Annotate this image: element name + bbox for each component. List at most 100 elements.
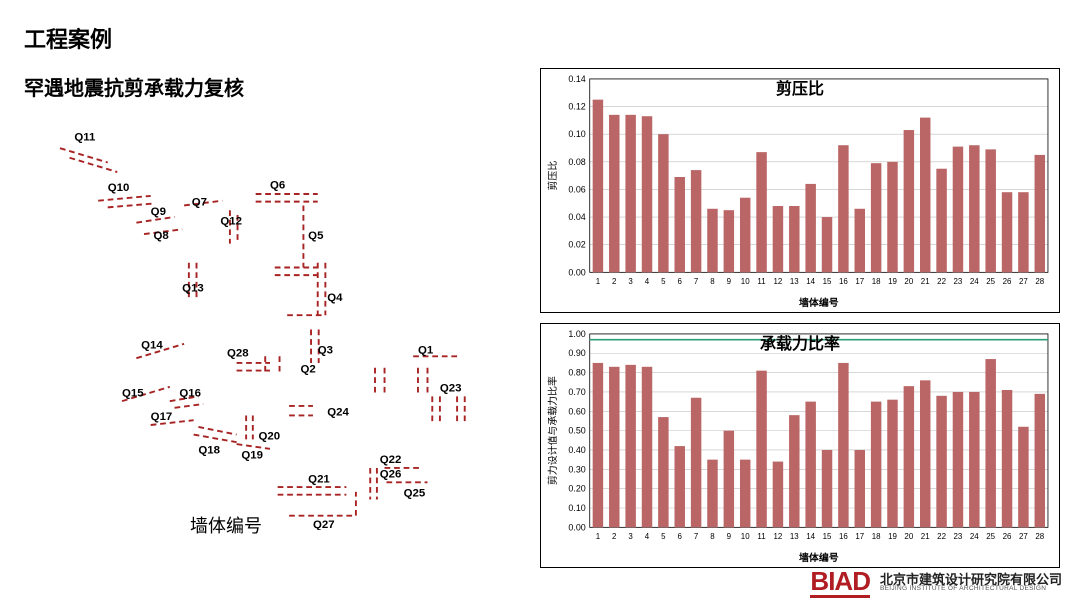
- svg-text:0.02: 0.02: [568, 240, 585, 250]
- svg-text:26: 26: [1003, 277, 1012, 286]
- svg-text:27: 27: [1019, 277, 1028, 286]
- svg-text:0.00: 0.00: [568, 522, 585, 532]
- svg-text:剪压比: 剪压比: [546, 161, 559, 191]
- svg-text:20: 20: [904, 277, 913, 286]
- svg-text:Q2: Q2: [301, 364, 316, 376]
- svg-text:11: 11: [757, 532, 766, 541]
- svg-text:1: 1: [596, 532, 601, 541]
- svg-text:25: 25: [986, 277, 995, 286]
- biad-logo: BIAD: [810, 568, 870, 598]
- chart2-title: 承载力比率: [760, 330, 840, 354]
- svg-text:Q26: Q26: [380, 469, 402, 481]
- svg-text:Q11: Q11: [74, 132, 96, 144]
- svg-text:6: 6: [678, 277, 683, 286]
- svg-text:28: 28: [1035, 532, 1044, 541]
- svg-text:17: 17: [855, 277, 864, 286]
- svg-text:18: 18: [872, 532, 881, 541]
- footer: BIAD 北京市建筑设计研究院有限公司 BEIJING INSTITUTE OF…: [810, 568, 1062, 598]
- chart1-title: 剪压比: [776, 75, 824, 99]
- svg-text:3: 3: [628, 532, 633, 541]
- svg-text:4: 4: [645, 532, 650, 541]
- svg-text:0.90: 0.90: [568, 348, 585, 358]
- svg-text:Q20: Q20: [259, 430, 281, 442]
- svg-text:1: 1: [596, 277, 601, 286]
- svg-text:22: 22: [937, 532, 946, 541]
- svg-text:25: 25: [986, 532, 995, 541]
- svg-text:5: 5: [661, 277, 666, 286]
- shear-ratio-chart: 0.000.020.040.060.080.100.120.1412345678…: [540, 68, 1060, 313]
- plan-caption: 墙体编号: [190, 512, 262, 538]
- svg-text:28: 28: [1035, 277, 1044, 286]
- svg-text:0.80: 0.80: [568, 368, 585, 378]
- svg-text:21: 21: [921, 532, 930, 541]
- svg-text:Q24: Q24: [327, 406, 349, 418]
- svg-text:9: 9: [727, 532, 732, 541]
- svg-text:Q17: Q17: [151, 411, 173, 423]
- svg-text:7: 7: [694, 532, 698, 541]
- svg-text:Q23: Q23: [440, 383, 462, 395]
- capacity-ratio-chart: 0.000.100.200.300.400.500.600.700.800.90…: [540, 323, 1060, 568]
- svg-text:12: 12: [774, 277, 783, 286]
- svg-text:0.20: 0.20: [568, 484, 585, 494]
- svg-text:10: 10: [741, 532, 750, 541]
- charts-panel: 0.000.020.040.060.080.100.120.1412345678…: [540, 68, 1060, 568]
- svg-text:0.00: 0.00: [568, 267, 585, 277]
- svg-text:2: 2: [612, 277, 616, 286]
- svg-text:16: 16: [839, 277, 848, 286]
- svg-text:11: 11: [757, 277, 766, 286]
- svg-text:12: 12: [774, 532, 783, 541]
- svg-text:Q10: Q10: [108, 182, 130, 194]
- svg-text:0.30: 0.30: [568, 464, 585, 474]
- svg-text:0.10: 0.10: [568, 129, 585, 139]
- svg-text:18: 18: [872, 277, 881, 286]
- section-title: 罕遇地震抗剪承载力复核: [24, 72, 244, 101]
- svg-text:0.40: 0.40: [568, 445, 585, 455]
- svg-text:24: 24: [970, 277, 979, 286]
- svg-text:Q9: Q9: [151, 206, 166, 218]
- svg-text:Q27: Q27: [313, 519, 335, 530]
- svg-text:27: 27: [1019, 532, 1028, 541]
- svg-text:0.70: 0.70: [568, 387, 585, 397]
- svg-text:23: 23: [954, 532, 963, 541]
- svg-text:Q3: Q3: [318, 344, 333, 356]
- svg-text:9: 9: [727, 277, 732, 286]
- svg-text:15: 15: [823, 532, 832, 541]
- svg-text:Q7: Q7: [192, 196, 207, 208]
- svg-text:0.08: 0.08: [568, 157, 585, 167]
- svg-text:7: 7: [694, 277, 698, 286]
- svg-text:2: 2: [612, 532, 616, 541]
- footer-company-cn: 北京市建筑设计研究院有限公司: [880, 573, 1062, 587]
- svg-text:Q28: Q28: [227, 347, 249, 359]
- svg-text:墙体编号: 墙体编号: [799, 551, 839, 564]
- svg-text:0.12: 0.12: [568, 102, 585, 112]
- svg-text:Q4: Q4: [327, 292, 343, 304]
- svg-text:Q8: Q8: [154, 230, 170, 242]
- svg-text:21: 21: [921, 277, 930, 286]
- svg-text:19: 19: [888, 277, 897, 286]
- svg-text:13: 13: [790, 277, 799, 286]
- svg-text:剪力设计值与承载力比率: 剪力设计值与承载力比率: [546, 376, 559, 485]
- svg-text:Q5: Q5: [308, 230, 324, 242]
- svg-text:19: 19: [888, 532, 897, 541]
- svg-text:8: 8: [710, 277, 715, 286]
- svg-text:墙体编号: 墙体编号: [799, 296, 839, 309]
- svg-text:Q25: Q25: [404, 488, 426, 500]
- svg-text:24: 24: [970, 532, 979, 541]
- svg-text:1.00: 1.00: [568, 329, 585, 339]
- svg-text:Q16: Q16: [179, 387, 201, 399]
- footer-company-en: BEIJING INSTITUTE OF ARCHITECTURAL DESIG…: [880, 586, 1062, 593]
- svg-text:Q19: Q19: [241, 449, 263, 461]
- svg-text:Q15: Q15: [122, 387, 144, 399]
- svg-text:26: 26: [1003, 532, 1012, 541]
- svg-text:17: 17: [855, 532, 864, 541]
- svg-text:Q12: Q12: [220, 216, 242, 228]
- svg-text:Q13: Q13: [182, 282, 204, 294]
- svg-text:4: 4: [645, 277, 650, 286]
- svg-text:15: 15: [823, 277, 832, 286]
- svg-text:Q14: Q14: [141, 340, 163, 352]
- page-title: 工程案例: [24, 22, 112, 54]
- svg-text:Q22: Q22: [380, 454, 402, 466]
- svg-text:6: 6: [678, 532, 683, 541]
- wall-plan-diagram: Q11Q10Q9Q8Q7Q6Q12Q5Q4Q3Q2Q1Q13Q14Q28Q15Q…: [30, 110, 510, 530]
- svg-text:0.10: 0.10: [568, 503, 585, 513]
